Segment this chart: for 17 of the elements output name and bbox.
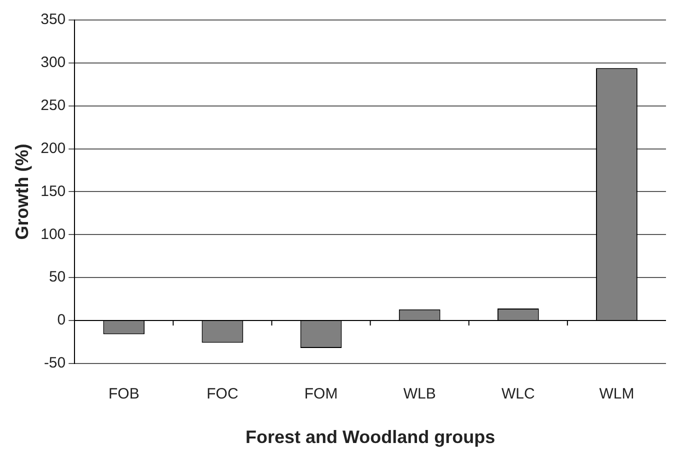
y-tick-label: 150 [40,182,66,200]
x-tick-label: FOB [108,386,140,403]
y-tick-label: 100 [40,226,66,243]
x-tick-label: WLB [403,386,436,403]
y-tick-label: 350 [40,11,66,28]
y-tick-label: -50 [44,354,66,372]
y-tick-label: 50 [48,268,66,286]
y-tick-label: 0 [57,312,66,329]
y-axis-title: Growth (%) [12,144,32,240]
x-tick-label: WLC [501,386,535,403]
x-tick-label: FOC [206,386,238,403]
x-axis-title: Forest and Woodland groups [245,427,496,448]
x-tick-label: WLM [599,386,634,403]
y-tick-label: 300 [40,54,66,72]
x-tick-label: FOM [304,386,338,403]
y-tick-label: 200 [40,140,66,157]
y-tick-label: 250 [40,96,66,114]
